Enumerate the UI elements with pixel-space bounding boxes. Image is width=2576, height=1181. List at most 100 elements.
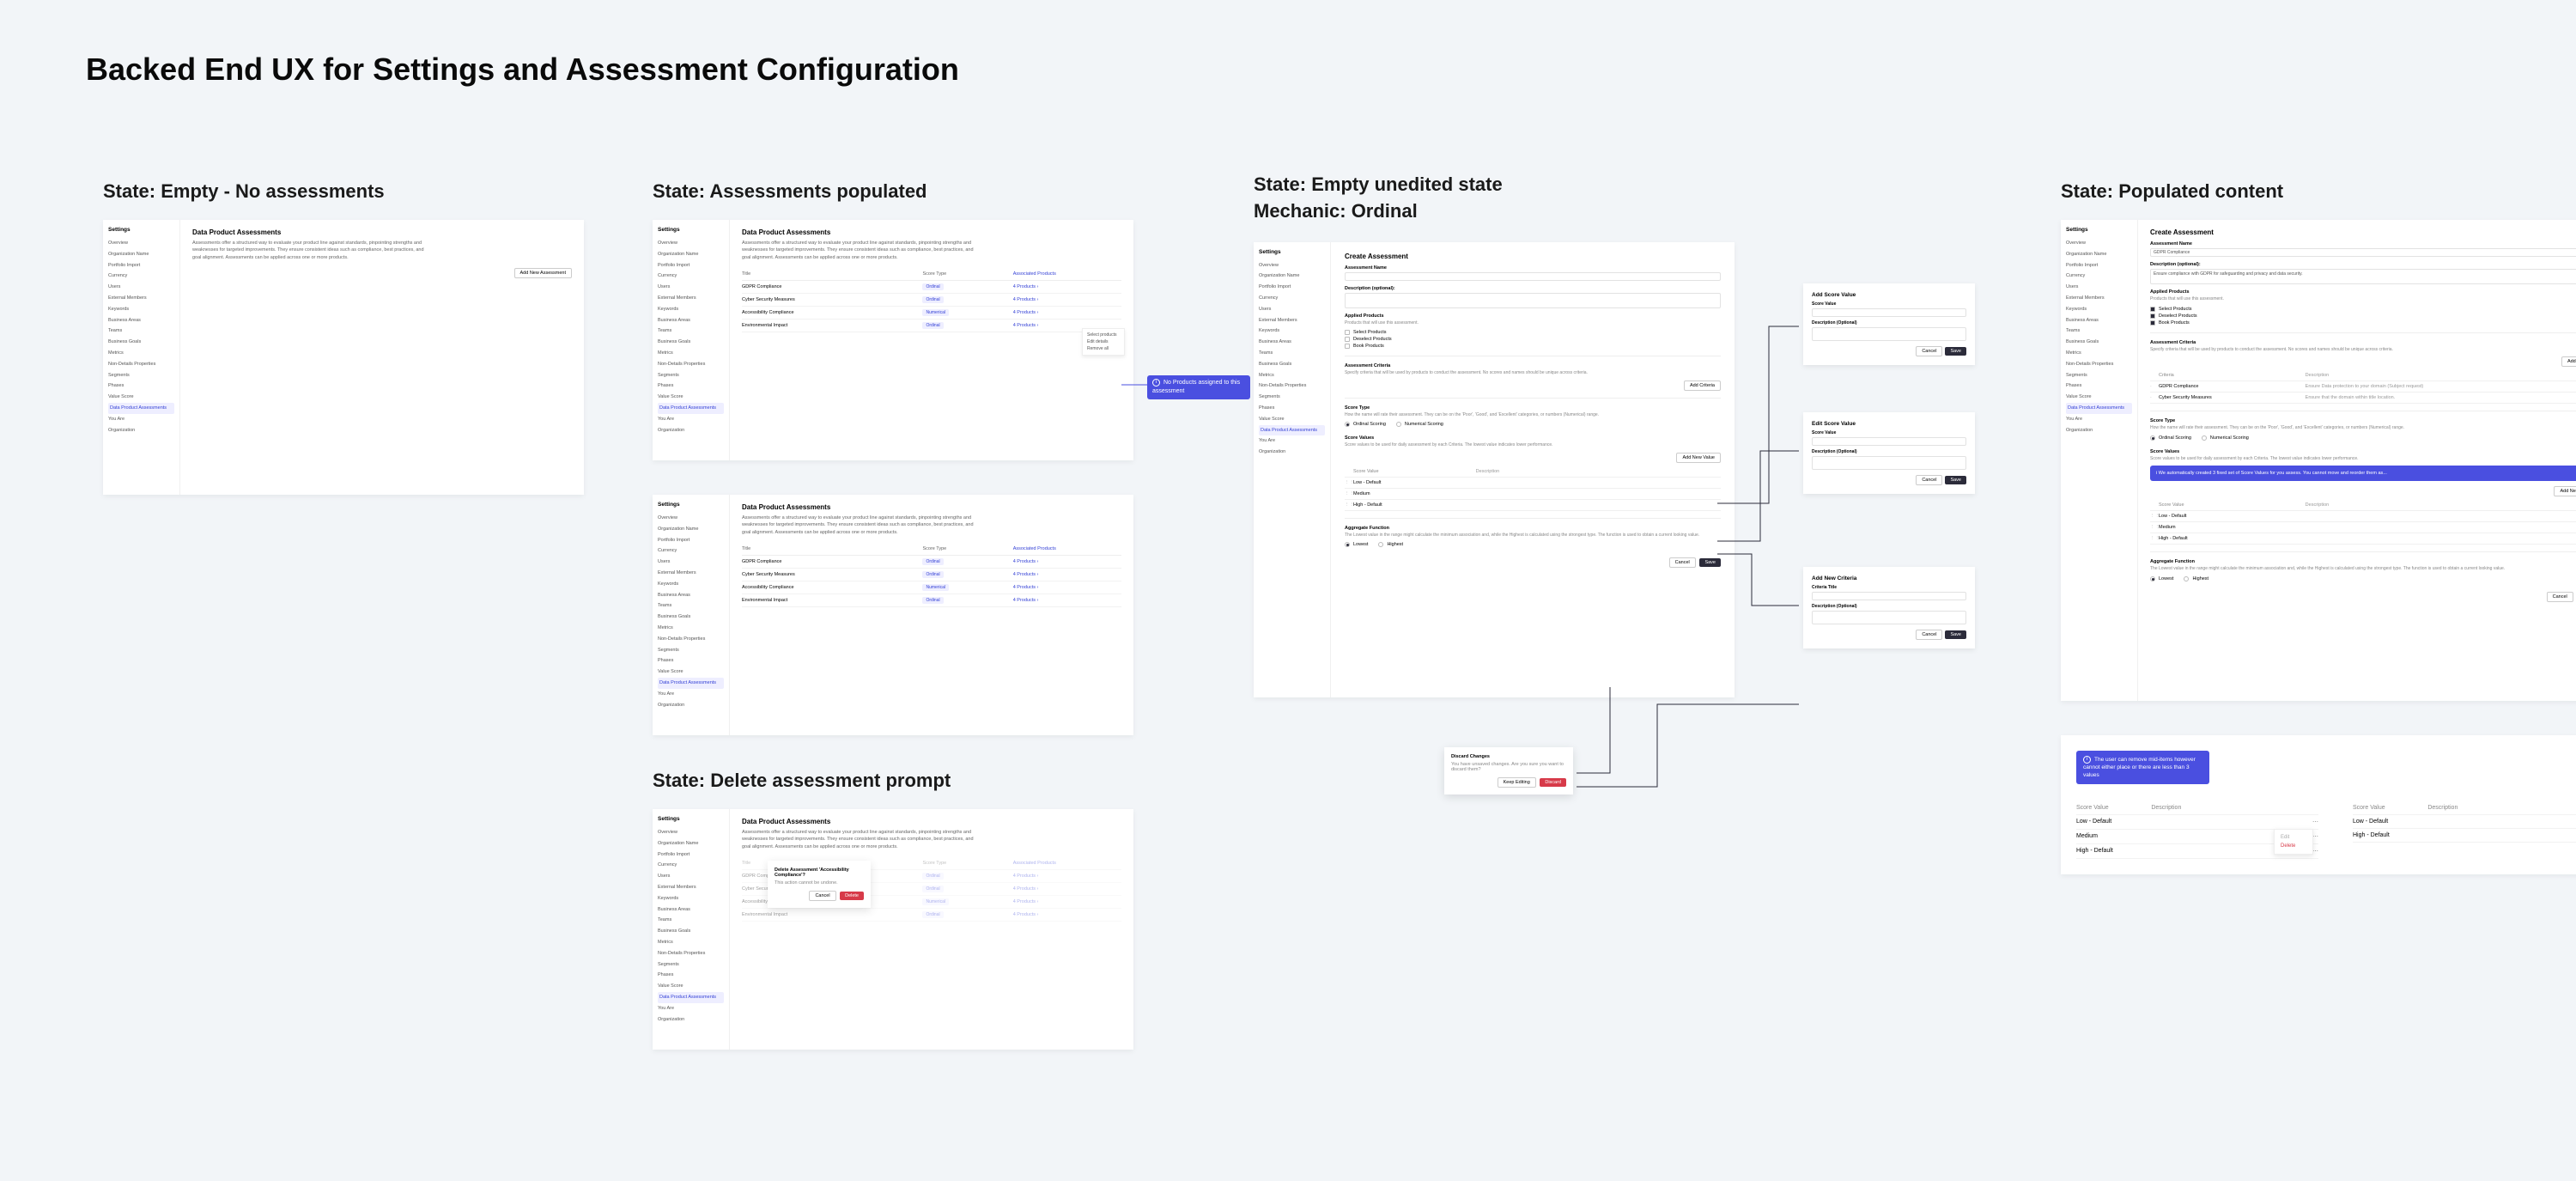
- criteria-row[interactable]: ·GDPR ComplianceEnsure Data protection t…: [2150, 381, 2576, 393]
- aggregate-radio[interactable]: Lowest: [2150, 576, 2173, 581]
- product-checkbox[interactable]: Deselect Products: [1345, 337, 1721, 342]
- sidebar-item[interactable]: Business Areas: [108, 315, 174, 326]
- product-checkbox[interactable]: Select Products: [1345, 330, 1721, 335]
- score-row[interactable]: ⋮⋮Low - Default: [1345, 478, 1721, 489]
- sidebar-item[interactable]: Metrics: [658, 623, 724, 634]
- sidebar-item[interactable]: Data Product Assessments: [658, 678, 724, 689]
- save-button[interactable]: Save: [1699, 558, 1721, 567]
- sidebar-item[interactable]: Organization Name: [658, 838, 724, 849]
- table-row[interactable]: GDPR Compliance Ordinal 4 Products ›: [742, 556, 1121, 569]
- save-button[interactable]: Save: [1945, 630, 1966, 639]
- sidebar-item[interactable]: Currency: [658, 545, 724, 557]
- keep-button[interactable]: Keep Editing: [1498, 777, 1536, 788]
- sidebar-item[interactable]: Users: [658, 282, 724, 293]
- save-button[interactable]: Save: [1945, 476, 1966, 484]
- sidebar-item[interactable]: Phases: [658, 970, 724, 981]
- sidebar-item[interactable]: Overview: [658, 827, 724, 838]
- sidebar-item[interactable]: External Members: [658, 568, 724, 579]
- sidebar-item[interactable]: Teams: [1259, 348, 1325, 359]
- sidebar-item[interactable]: External Members: [658, 293, 724, 304]
- sidebar-item[interactable]: Portfolio Import: [658, 535, 724, 546]
- sidebar-item[interactable]: External Members: [2066, 293, 2132, 304]
- sidebar-item[interactable]: Metrics: [658, 348, 724, 359]
- sidebar-item[interactable]: Phases: [658, 380, 724, 392]
- sidebar-item[interactable]: Portfolio Import: [658, 260, 724, 271]
- sidebar-item[interactable]: Teams: [658, 600, 724, 612]
- sidebar-item[interactable]: Metrics: [2066, 348, 2132, 359]
- sidebar-item[interactable]: Organization: [108, 425, 174, 436]
- sidebar-item[interactable]: Portfolio Import: [2066, 260, 2132, 271]
- score-row[interactable]: ⋮⋮Medium: [1345, 489, 1721, 500]
- sidebar-item[interactable]: Non-Details Properties: [658, 634, 724, 645]
- sidebar-item[interactable]: Segments: [2066, 370, 2132, 381]
- scoretype-radio[interactable]: Ordinal Scoring: [1345, 422, 1386, 427]
- table-row[interactable]: Accessibility Compliance Numerical 4 Pro…: [742, 307, 1121, 320]
- name-input[interactable]: GDPR Compliance: [2150, 248, 2576, 257]
- sidebar-item[interactable]: Data Product Assessments: [108, 403, 174, 414]
- score-row[interactable]: ⋮⋮Low - Default: [2150, 511, 2576, 522]
- table-row[interactable]: Accessibility Compliance Numerical 4 Pro…: [742, 581, 1121, 594]
- table-row[interactable]: Cyber Security Measures Ordinal 4 Produc…: [742, 294, 1121, 307]
- product-checkbox[interactable]: Book Products: [2150, 320, 2576, 326]
- delete-button[interactable]: Delete: [840, 892, 864, 900]
- menu-edit[interactable]: Edit: [2278, 833, 2309, 842]
- sidebar-item[interactable]: Users: [2066, 282, 2132, 293]
- sidebar-item[interactable]: Currency: [658, 271, 724, 282]
- sidebar-item[interactable]: Keywords: [1259, 326, 1325, 337]
- sidebar-item[interactable]: Business Areas: [658, 590, 724, 601]
- sidebar-item[interactable]: You Are: [658, 689, 724, 700]
- sidebar-item[interactable]: Keywords: [658, 579, 724, 590]
- sidebar-item[interactable]: Organization: [658, 700, 724, 711]
- mini-row[interactable]: Low - Default⋯: [2076, 815, 2318, 830]
- menu-delete[interactable]: Delete: [2278, 842, 2309, 850]
- add-criteria-button[interactable]: Add Criteria: [2561, 356, 2576, 367]
- menu-item[interactable]: Edit details: [1085, 338, 1121, 345]
- add-value-button[interactable]: Add New Value: [1676, 453, 1721, 463]
- sidebar-item[interactable]: Value Score: [658, 981, 724, 992]
- mini-row[interactable]: High - DefaultEdit: [2353, 829, 2576, 843]
- cancel-button[interactable]: Cancel: [1669, 557, 1696, 568]
- sidebar-item[interactable]: You Are: [1259, 435, 1325, 447]
- sidebar-item[interactable]: Organization: [1259, 447, 1325, 458]
- sidebar-item[interactable]: Segments: [658, 959, 724, 971]
- sidebar-item[interactable]: Value Score: [1259, 414, 1325, 425]
- mini-row[interactable]: Low - Default: [2353, 815, 2576, 829]
- sidebar-item[interactable]: Phases: [1259, 403, 1325, 414]
- sidebar-item[interactable]: Organization Name: [658, 249, 724, 260]
- desc-input[interactable]: [1345, 293, 1721, 308]
- sidebar-item[interactable]: Teams: [658, 326, 724, 337]
- cancel-button[interactable]: Cancel: [1916, 630, 1942, 640]
- name-input[interactable]: [1345, 272, 1721, 281]
- add-assessment-button[interactable]: Add New Assessment: [514, 268, 573, 278]
- sidebar-item[interactable]: Organization: [2066, 425, 2132, 436]
- sidebar-item[interactable]: Organization Name: [1259, 271, 1325, 282]
- sp-input[interactable]: [1812, 592, 1966, 600]
- sidebar-item[interactable]: Metrics: [658, 937, 724, 948]
- sidebar-item[interactable]: Data Product Assessments: [2066, 403, 2132, 414]
- add-value-button[interactable]: Add New Value: [2554, 486, 2576, 496]
- scoretype-radio[interactable]: Numerical Scoring: [1396, 422, 1443, 427]
- sp-input[interactable]: [1812, 437, 1966, 446]
- sidebar-item[interactable]: Non-Details Properties: [108, 359, 174, 370]
- sidebar-item[interactable]: Segments: [658, 370, 724, 381]
- sidebar-item[interactable]: External Members: [108, 293, 174, 304]
- sidebar-item[interactable]: Currency: [108, 271, 174, 282]
- sidebar-item[interactable]: Non-Details Properties: [2066, 359, 2132, 370]
- sidebar-item[interactable]: Phases: [658, 655, 724, 667]
- sidebar-item[interactable]: Currency: [1259, 293, 1325, 304]
- sidebar-item[interactable]: You Are: [658, 414, 724, 425]
- sp-input[interactable]: [1812, 308, 1966, 317]
- cancel-button[interactable]: Cancel: [1916, 346, 1942, 356]
- sp-area[interactable]: [1812, 456, 1966, 470]
- sidebar-item[interactable]: Users: [658, 871, 724, 882]
- sidebar-item[interactable]: Keywords: [108, 304, 174, 315]
- row-menu[interactable]: Edit Delete: [2274, 829, 2313, 855]
- sidebar-item[interactable]: Value Score: [108, 392, 174, 403]
- sidebar-item[interactable]: Organization Name: [108, 249, 174, 260]
- sidebar-item[interactable]: Portfolio Import: [658, 849, 724, 861]
- sidebar-item[interactable]: You Are: [108, 414, 174, 425]
- sidebar-item[interactable]: External Members: [1259, 315, 1325, 326]
- sidebar-item[interactable]: Teams: [108, 326, 174, 337]
- sidebar-item[interactable]: Data Product Assessments: [1259, 425, 1325, 436]
- sidebar-item[interactable]: Keywords: [658, 893, 724, 904]
